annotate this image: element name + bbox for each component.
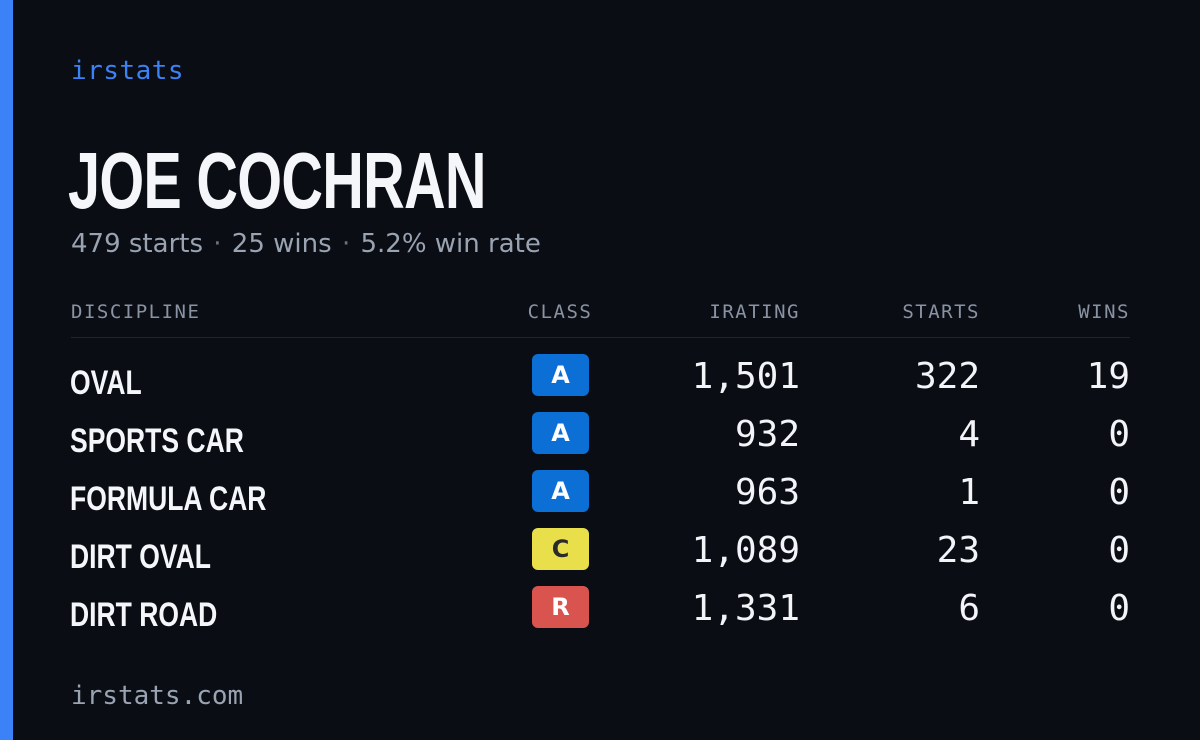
discipline-label: SPORTS CAR [70,422,244,460]
table-row: FORMULA CAR A 963 1 0 [0,470,1200,528]
wins-value: 0 [1108,414,1130,455]
table-row: SPORTS CAR A 932 4 0 [0,412,1200,470]
footer-url[interactable]: irstats.com [71,681,244,711]
starts-value: 322 [914,356,980,397]
discipline-label: DIRT ROAD [70,596,218,634]
class-badge: R [532,586,589,628]
irating-value: 932 [734,414,800,455]
header-wins: WINS [1078,301,1130,323]
starts-value: 23 [936,530,980,571]
wins-value: 0 [1108,588,1130,629]
summary-separator: · [341,229,351,259]
wins-value: 0 [1108,472,1130,513]
table-row: OVAL A 1,501 322 19 [0,354,1200,412]
class-badge: A [532,470,589,512]
discipline-label: DIRT OVAL [70,538,211,576]
header-class: CLASS [527,301,593,323]
brand-logo-text: irstats [71,56,185,86]
starts-value: 1 [958,472,980,513]
irating-value: 1,331 [691,588,800,629]
header-irating: IRATING [709,301,800,323]
header-divider [71,337,1130,338]
accent-bar [0,0,13,740]
table-row: DIRT OVAL C 1,089 23 0 [0,528,1200,586]
discipline-label: OVAL [70,364,142,402]
class-badge: C [532,528,589,570]
discipline-label: FORMULA CAR [70,480,267,518]
wins-value: 19 [1086,356,1130,397]
class-badge: A [532,412,589,454]
irating-value: 1,089 [691,530,800,571]
driver-name: JOE COCHRAN [68,136,486,225]
summary-winrate: 5.2% win rate [360,229,541,259]
header-discipline: DISCIPLINE [71,301,201,323]
header-starts: STARTS [902,301,980,323]
irating-value: 963 [734,472,800,513]
irating-value: 1,501 [691,356,800,397]
summary-wins: 25 wins [231,229,332,259]
summary-separator: · [213,229,222,259]
wins-value: 0 [1108,530,1130,571]
starts-value: 6 [958,588,980,629]
summary-starts: 479 starts [71,229,203,259]
driver-summary: 479 starts · 25 wins · 5.2% win rate [71,229,541,259]
class-badge: A [532,354,589,396]
starts-value: 4 [958,414,980,455]
table-row: DIRT ROAD R 1,331 6 0 [0,586,1200,644]
